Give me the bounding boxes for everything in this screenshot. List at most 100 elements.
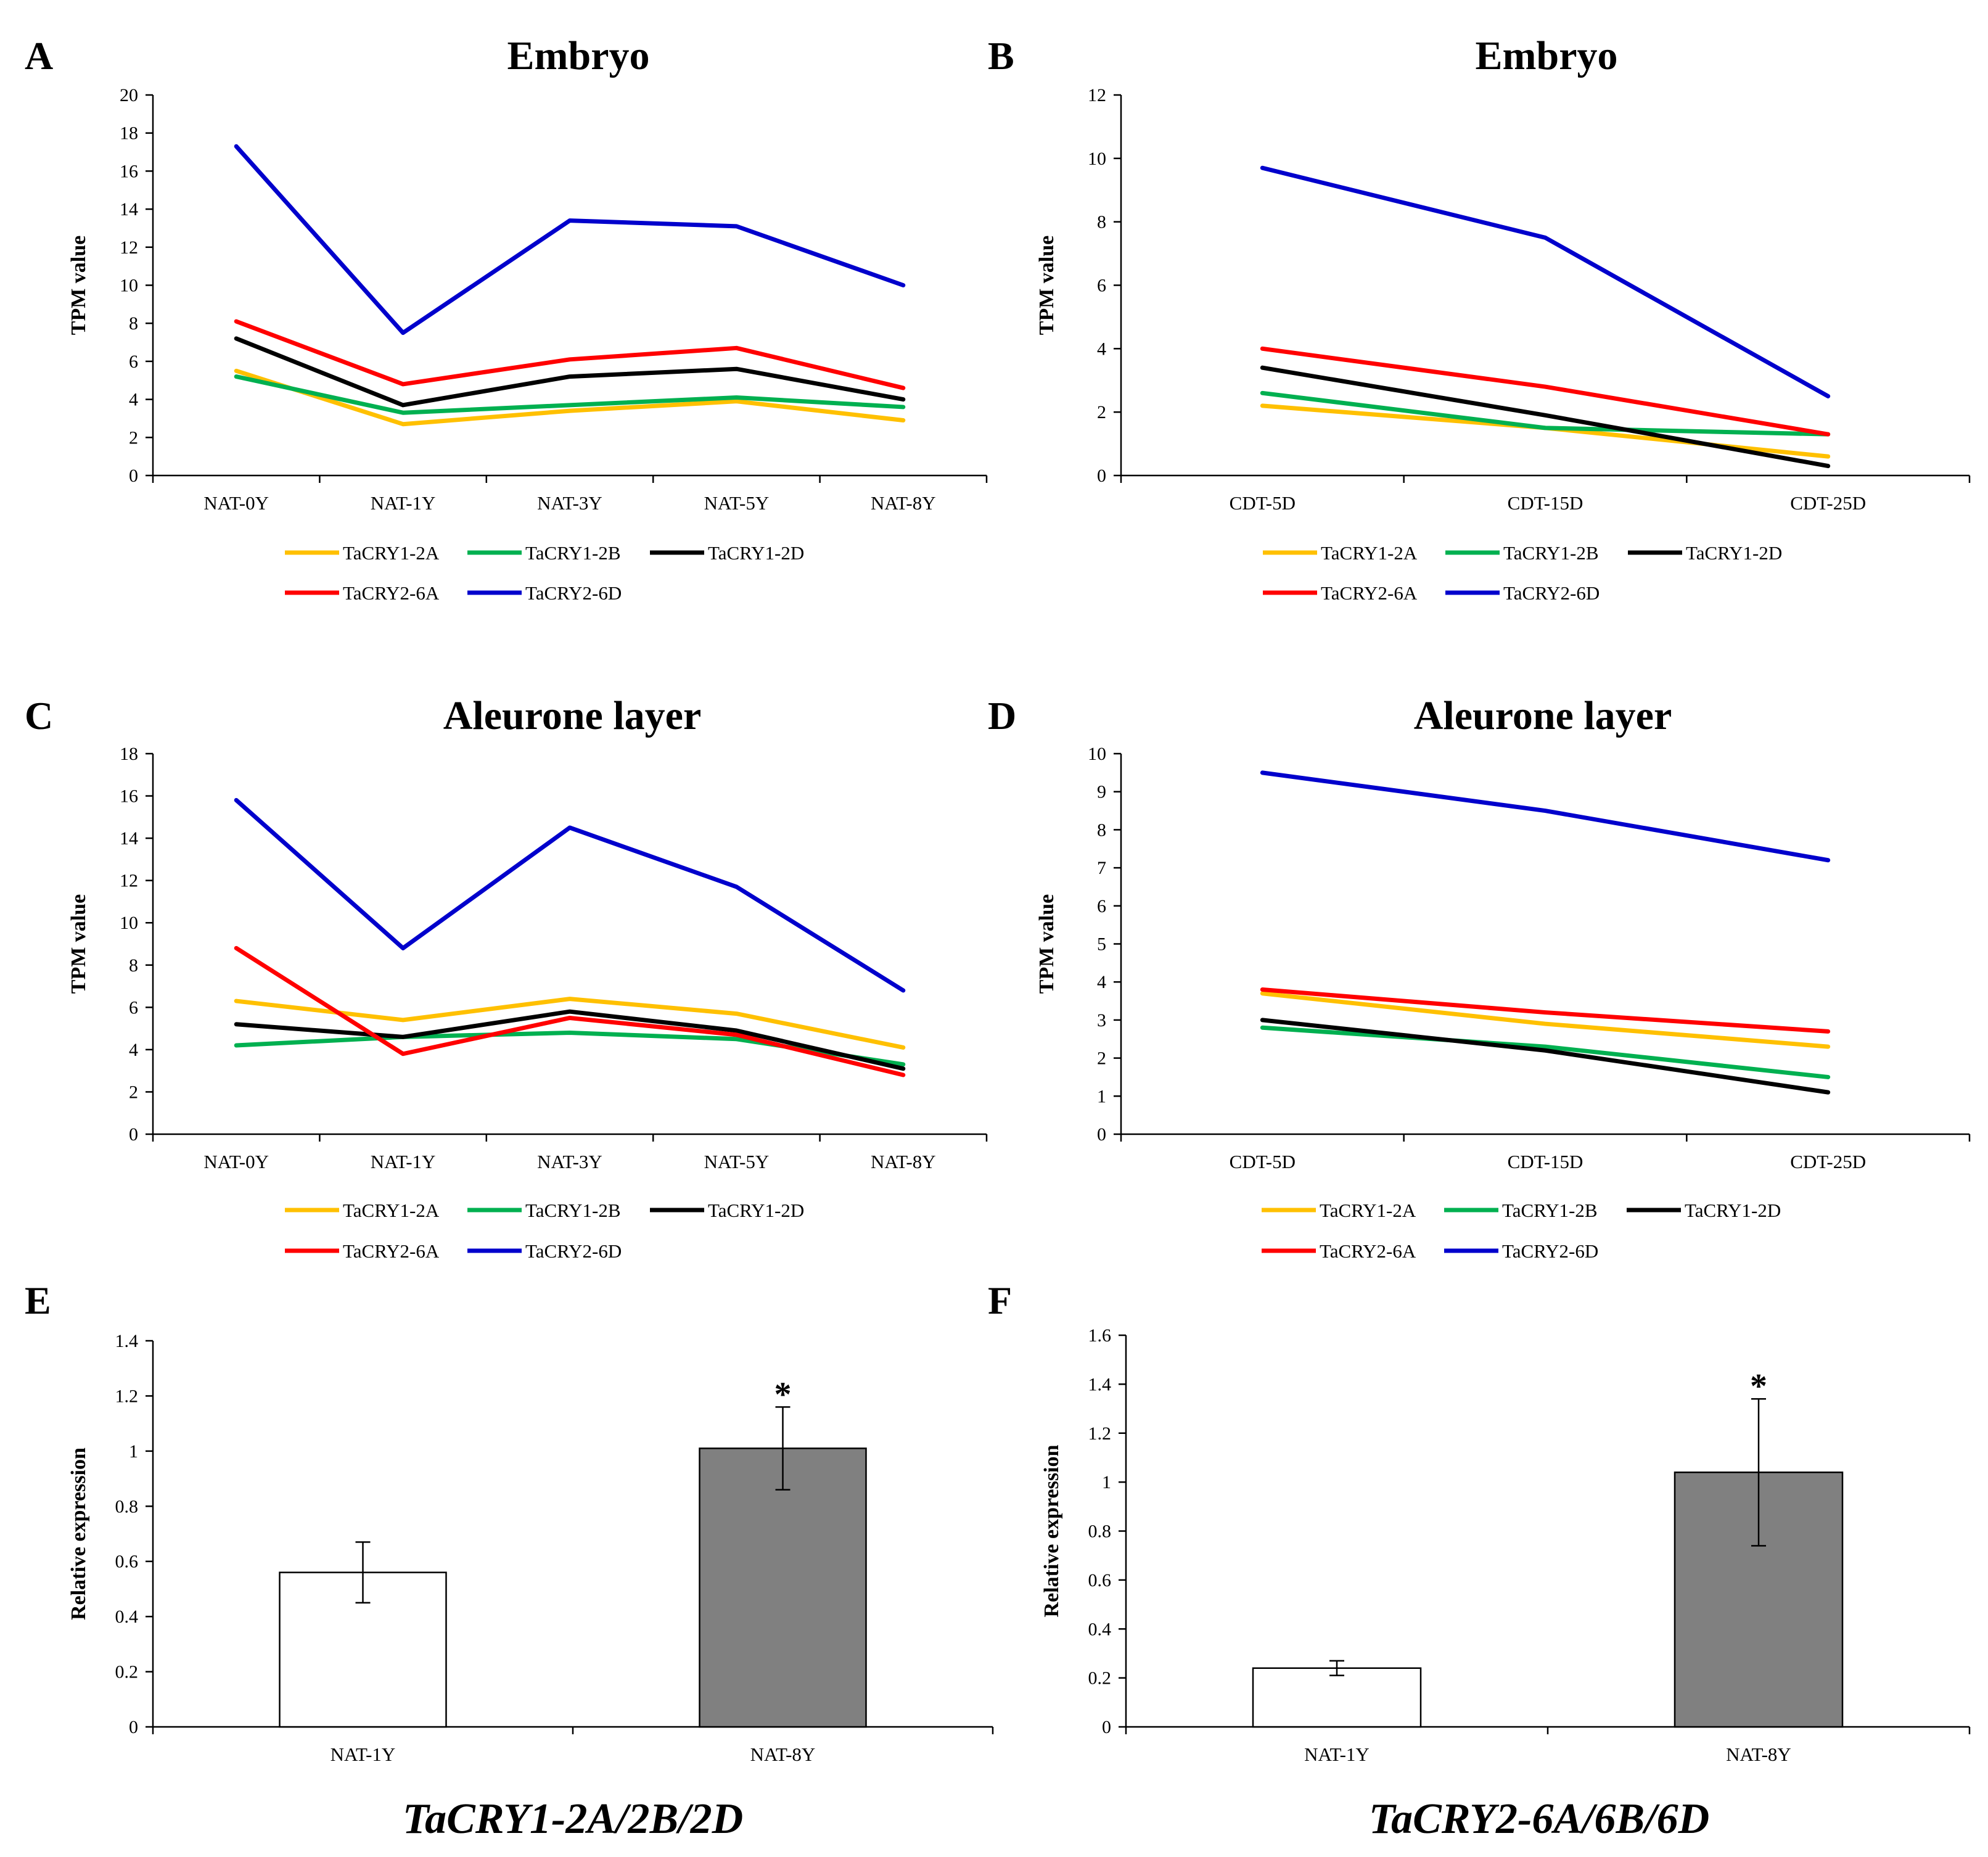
y-tick-label: 16 [120, 786, 138, 807]
series-line-tacry2-6d [234, 144, 906, 336]
y-tick-label: 10 [120, 276, 138, 296]
legend-item: TaCRY1-2A [1263, 542, 1418, 564]
significance-star: * [1750, 1367, 1767, 1406]
y-tick-label: 1 [1102, 1472, 1111, 1493]
chart-title: Aleurone layer [443, 693, 702, 738]
legend-label: TaCRY1-2D [1686, 542, 1782, 564]
legend-item: TaCRY1-2D [1628, 542, 1782, 564]
legend-label: TaCRY2-6A [1321, 582, 1418, 604]
x-tick-label: NAT-0Y [203, 1151, 269, 1172]
legend-label: TaCRY1-2D [708, 1200, 804, 1221]
gene-title: TaCRY1-2A/2B/2D [403, 1795, 743, 1843]
legend-item: TaCRY2-6D [467, 582, 622, 604]
panel-letter: E [25, 1278, 51, 1322]
y-tick-label: 10 [1088, 744, 1106, 764]
legend-label: TaCRY1-2B [525, 542, 621, 564]
y-tick-label: 1.4 [115, 1331, 139, 1351]
y-tick-label: 0 [1097, 1124, 1106, 1145]
series-line-tacry2-6a [1260, 346, 1831, 437]
x-tick-label: NAT-5Y [704, 1151, 770, 1172]
y-tick-label: 12 [120, 871, 138, 891]
legend-item: TaCRY1-2B [467, 542, 621, 564]
y-tick-label: 0.8 [1088, 1521, 1112, 1542]
series-line-tacry2-6d [234, 797, 906, 993]
x-tick-label: NAT-8Y [871, 1151, 936, 1172]
legend-item: TaCRY2-6A [1262, 1240, 1416, 1262]
y-tick-label: 4 [129, 390, 138, 410]
x-tick-label: NAT-8Y [871, 492, 936, 514]
y-tick-label: 8 [1097, 212, 1106, 233]
legend-label: TaCRY2-6D [1502, 1240, 1598, 1262]
legend-item: TaCRY2-6A [1263, 582, 1418, 604]
legend-label: TaCRY1-2D [708, 542, 804, 564]
y-tick-label: 20 [120, 85, 138, 105]
significance-star: * [774, 1375, 792, 1414]
chart-title: Embryo [507, 33, 650, 78]
legend-item: TaCRY1-2B [1444, 1200, 1598, 1221]
x-tick-label: NAT-0Y [203, 492, 269, 514]
panel-b: B Embryo TPM value 0 2 4 6 8 10 12 CDT-5D CDT-15D CD… [988, 33, 1971, 604]
legend-label: TaCRY1-2A [343, 542, 440, 564]
y-axis-title: TPM value [1035, 236, 1058, 335]
series-line-tacry1-2d [1260, 1018, 1831, 1095]
chart-title: Aleurone layer [1414, 693, 1672, 738]
legend-label: TaCRY2-6A [1320, 1240, 1416, 1262]
y-tick-label: 2 [129, 427, 138, 448]
legend-item: TaCRY1-2D [650, 542, 804, 564]
y-tick-label: 1.6 [1088, 1325, 1112, 1346]
legend-item: TaCRY2-6D [467, 1240, 622, 1262]
y-tick-label: 0.6 [115, 1552, 139, 1572]
panel-letter: C [25, 694, 53, 738]
y-tick-label: 4 [1097, 972, 1106, 992]
y-tick-label: 1.4 [1088, 1374, 1112, 1394]
legend: TaCRY1-2A TaCRY1-2B TaCRY1-2D TaCRY2-6A TaCR… [285, 1200, 804, 1262]
legend-label: TaCRY1-2D [1685, 1200, 1781, 1221]
legend-label: TaCRY1-2B [1503, 542, 1599, 564]
y-tick-label: 14 [120, 828, 138, 849]
y-axis-title: TPM value [67, 894, 90, 994]
y-tick-label: 0 [129, 1717, 138, 1737]
y-tick-label: 8 [129, 313, 138, 334]
y-tick-label: 1.2 [115, 1386, 139, 1406]
x-tick-label: CDT-5D [1230, 492, 1296, 514]
y-tick-label: 10 [1088, 149, 1106, 169]
x-tick-label: NAT-3Y [537, 1151, 602, 1172]
y-tick-label: 4 [1097, 339, 1106, 359]
panel-letter: D [988, 694, 1016, 738]
y-tick-label: 9 [1097, 782, 1106, 802]
legend-item: TaCRY1-2A [285, 1200, 440, 1221]
y-axis-title: TPM value [67, 236, 90, 335]
legend-item: TaCRY1-2B [1445, 542, 1599, 564]
legend-item: TaCRY2-6D [1445, 582, 1600, 604]
y-tick-label: 8 [1097, 820, 1106, 840]
legend-item: TaCRY1-2B [467, 1200, 621, 1221]
legend-item: TaCRY2-6A [285, 582, 440, 604]
y-axis-title: Relative expression [67, 1447, 90, 1620]
x-tick-label: CDT-25D [1790, 492, 1866, 514]
legend-item: TaCRY1-2D [650, 1200, 804, 1221]
y-tick-label: 2 [1097, 402, 1106, 422]
x-tick-label: CDT-15D [1508, 492, 1583, 514]
y-tick-label: 18 [120, 123, 138, 144]
y-tick-label: 0 [129, 1124, 138, 1145]
y-tick-label: 7 [1097, 858, 1106, 878]
bar [699, 1447, 867, 1728]
y-tick-label: 1 [129, 1441, 138, 1462]
x-tick-label: NAT-5Y [704, 492, 770, 514]
y-tick-label: 16 [120, 161, 138, 181]
y-tick-label: 18 [120, 744, 138, 764]
x-tick-label: NAT-1Y [371, 1151, 436, 1172]
gene-title: TaCRY2-6A/6B/6D [1369, 1795, 1709, 1843]
y-tick-label: 0 [129, 466, 138, 486]
legend-label: TaCRY2-6D [1503, 582, 1600, 604]
y-tick-label: 1 [1097, 1086, 1106, 1106]
legend-item: TaCRY1-2A [285, 542, 440, 564]
panel-letter: F [988, 1278, 1012, 1322]
series-line-tacry1-2d [1260, 365, 1831, 469]
legend-label: TaCRY2-6A [343, 582, 440, 604]
legend: TaCRY1-2A TaCRY1-2B TaCRY1-2D TaCRY2-6A TaCR… [285, 542, 804, 604]
x-tick-label: NAT-8Y [1726, 1744, 1791, 1765]
x-tick-label: CDT-15D [1508, 1151, 1583, 1172]
legend: TaCRY1-2A TaCRY1-2B TaCRY1-2D TaCRY2-6A TaCR… [1262, 1200, 1781, 1262]
bar [1252, 1667, 1422, 1728]
